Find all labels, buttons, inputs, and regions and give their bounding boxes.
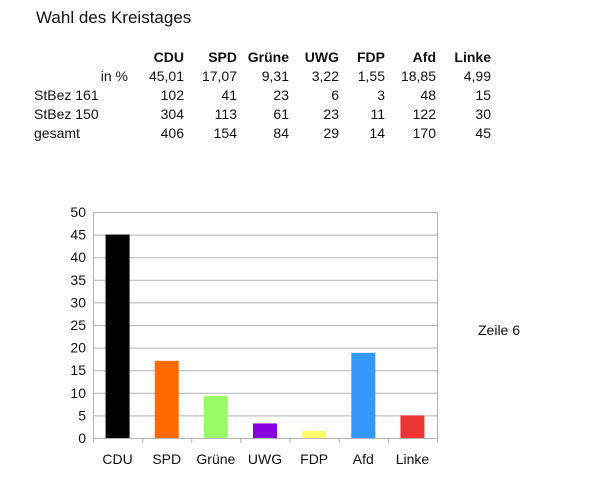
table-cell: 29 <box>323 125 339 141</box>
table-row: StBez 161 102 41 23 6 3 48 15 <box>34 86 491 105</box>
column-header-spd: SPD <box>208 49 237 65</box>
table-cell: 11 <box>370 106 385 122</box>
table-cell: 6 <box>331 87 339 103</box>
y-tick-label: 15 <box>70 362 86 378</box>
bar-fdp <box>302 430 327 438</box>
column-header-afd: Afd <box>412 49 436 65</box>
table-cell: 154 <box>213 125 237 141</box>
table-header-row: CDU SPD Grüne UWG FDP Afd Linke <box>34 48 491 67</box>
bar-cdu <box>105 234 130 438</box>
bar-grüne <box>203 395 228 438</box>
column-header-linke: Linke <box>454 49 491 65</box>
results-table: CDU SPD Grüne UWG FDP Afd Linke in % 45,… <box>34 48 491 143</box>
row-label: gesamt <box>34 125 80 141</box>
table-row: in % 45,01 17,07 9,31 3,22 1,55 18,85 4,… <box>34 67 491 86</box>
table-cell: 122 <box>412 106 436 122</box>
table-cell: 45,01 <box>148 68 184 84</box>
table-cell: 48 <box>420 87 436 103</box>
table-cell: 1,55 <box>357 68 385 84</box>
y-tick-label: 35 <box>70 272 86 288</box>
y-tick-label: 45 <box>70 227 86 243</box>
column-header-fdp: FDP <box>357 49 385 65</box>
column-header-gruene: Grüne <box>247 49 289 65</box>
table-cell: 14 <box>369 125 385 141</box>
y-tick-label: 10 <box>70 385 86 401</box>
table-cell: 3 <box>377 87 385 103</box>
table-cell: 113 <box>214 106 237 122</box>
table-cell: 23 <box>273 87 289 103</box>
table-cell: 15 <box>475 87 491 103</box>
y-tick-label: 0 <box>78 430 86 446</box>
y-tick-label: 5 <box>78 407 86 423</box>
y-tick-label: 30 <box>70 294 86 310</box>
x-tick-label: Afd <box>353 451 374 467</box>
x-tick-label: Grüne <box>196 451 235 467</box>
column-header-uwg: UWG <box>304 49 339 65</box>
table-row: StBez 150 304 113 61 23 11 122 30 <box>34 105 491 124</box>
table-cell: 3,22 <box>311 68 339 84</box>
bar-linke <box>400 415 425 438</box>
x-tick-label: SPD <box>152 451 181 467</box>
bar-spd <box>154 360 179 438</box>
table-cell: 61 <box>273 106 289 122</box>
x-tick-label: FDP <box>300 451 328 467</box>
table-cell: 304 <box>160 106 184 122</box>
x-tick-label: UWG <box>248 451 282 467</box>
row-label: in % <box>100 68 128 84</box>
table-cell: 18,85 <box>400 68 436 84</box>
y-tick-label: 20 <box>70 340 86 356</box>
table-cell: 23 <box>323 106 339 122</box>
table-cell: 102 <box>160 87 184 103</box>
side-note: Zeile 6 <box>478 322 521 338</box>
column-header-cdu: CDU <box>153 49 184 65</box>
row-label: StBez 150 <box>34 106 99 122</box>
page-title: Wahl des Kreistages <box>36 8 192 27</box>
table-row: gesamt 406 154 84 29 14 170 45 <box>34 124 491 143</box>
table-cell: 4,99 <box>463 68 491 84</box>
x-tick-label: Linke <box>396 451 430 467</box>
table-cell: 17,07 <box>201 68 237 84</box>
table-cell: 30 <box>475 106 491 122</box>
row-label: StBez 161 <box>34 87 99 103</box>
table-cell: 45 <box>475 125 491 141</box>
y-tick-label: 25 <box>70 317 86 333</box>
y-tick-label: 50 <box>70 204 86 220</box>
table-cell: 41 <box>221 87 237 103</box>
table-cell: 84 <box>273 125 289 141</box>
bar-afd <box>351 352 376 438</box>
x-tick-label: CDU <box>102 451 132 467</box>
table-cell: 9,31 <box>261 68 289 84</box>
y-tick-label: 40 <box>70 249 86 265</box>
bar-uwg <box>253 423 277 438</box>
table-cell: 170 <box>412 125 436 141</box>
table-cell: 406 <box>160 125 184 141</box>
